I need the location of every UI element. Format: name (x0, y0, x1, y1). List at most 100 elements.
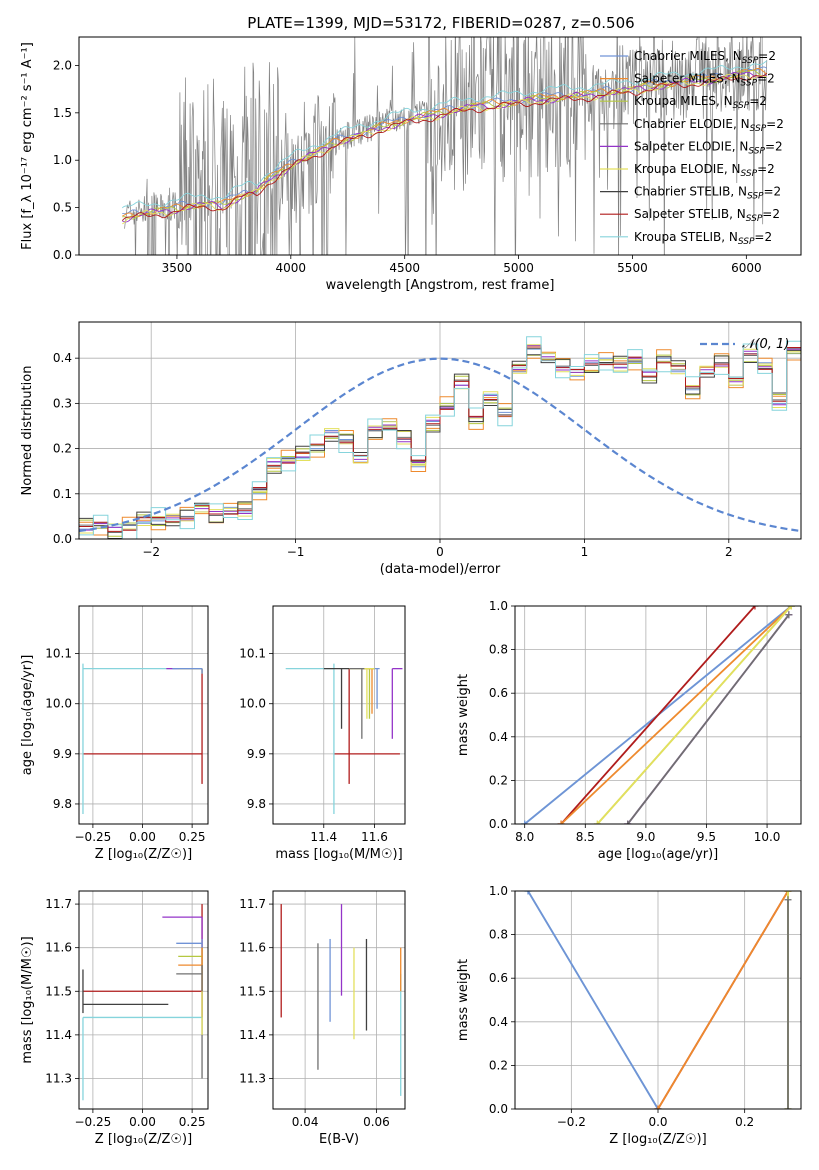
y-tick-label: 0.5 (53, 201, 72, 215)
x-axis-label: mass [log₁₀(M/M☉)] (275, 847, 402, 862)
y-axis-label: mass weight (456, 959, 471, 1041)
x-tick-label: 0.00 (129, 1115, 156, 1129)
cumulative-line-1 (657, 891, 789, 1109)
cumulative-marker (557, 820, 565, 824)
cumulative-marker (787, 606, 795, 610)
spectrum-legend: Chabrier MILES, NSSP=2 Salpeter MILES, NS… (600, 49, 784, 247)
x-tick-label: 3500 (162, 261, 193, 275)
plot-area (79, 336, 801, 539)
x-tick-label: 1 (581, 545, 589, 559)
y-tick-label: 0.2 (53, 442, 72, 456)
chart-spectrum: 3500 4000 4500 5000 5500 6000 0.0 0.5 1.0 1.5 2.0 w… (20, 36, 802, 293)
axes-frame (78, 321, 802, 540)
y-tick-label: 0.8 (489, 643, 508, 657)
legend-entry: Kroupa MILES, NSSP=2 (634, 94, 767, 111)
cumulative-marker (784, 896, 792, 904)
histogram-6 (79, 349, 801, 539)
x-axis-label: age [log₁₀(age/yr)] (598, 847, 719, 862)
chart-age-vs-mass: 11.4 11.6 9.8 9.9 10.0 10.1 mass [log₁₀(M/M☉)] (239, 605, 406, 862)
chart-cumulative-weight-vs-age: 8.0 8.5 9.0 9.5 10.0 0.0 0.2 0.4 0.6 0.8 1.0 age [l… (456, 599, 802, 862)
cumulative-marker (593, 820, 601, 824)
plot-area (82, 904, 203, 1101)
x-tick-label: 0.25 (179, 830, 206, 844)
y-tick-label: 0.0 (53, 532, 72, 546)
chart-cumulative-weight-vs-Z: −0.2 0.0 0.2 0.0 0.2 0.4 0.6 0.8 1.0 Z [log₁₀(Z/Z… (456, 884, 802, 1147)
y-tick-label: 11.3 (239, 1071, 266, 1085)
y-tick-label: 0.0 (53, 248, 72, 262)
y-tick-label: 0.1 (53, 487, 72, 501)
y-tick-label: 10.1 (45, 647, 72, 661)
chart-residuals: −2 −1 0 1 2 0.0 0.1 0.2 0.3 0.4 (data-model)/error… (20, 321, 802, 577)
x-axis-label: E(B-V) (319, 1132, 359, 1147)
y-tick-label: 0.6 (489, 971, 508, 985)
cumulative-marker (654, 1105, 662, 1109)
y-tick-label: 0.4 (489, 1015, 508, 1029)
legend-entry: 𝒩(0, 1) (742, 337, 789, 352)
y-tick-label: 1.5 (53, 106, 72, 120)
legend-entry: Kroupa ELODIE, NSSP=2 (634, 162, 775, 179)
legend-entry: Chabrier STELIB, NSSP=2 (634, 185, 781, 202)
x-tick-label: 11.6 (361, 830, 388, 844)
x-axis-label: (data-model)/error (380, 562, 501, 577)
x-tick-label: 2 (725, 545, 733, 559)
x-axis-label: Z [log₁₀(Z/Z☉)] (95, 847, 192, 862)
y-tick-label: 0.3 (53, 396, 72, 410)
y-tick-label: 0.0 (489, 1102, 508, 1116)
cumulative-line-1 (560, 606, 792, 824)
y-tick-label: 10.0 (239, 697, 266, 711)
x-tick-label: 8.5 (576, 830, 595, 844)
cumulative-marker (785, 611, 793, 619)
x-tick-label: 0.06 (363, 1115, 390, 1129)
legend-entry: Chabrier MILES, NSSP=2 (634, 49, 776, 66)
x-tick-label: 0.04 (292, 1115, 319, 1129)
x-tick-label: 10.0 (754, 830, 781, 844)
histogram-7 (79, 346, 801, 532)
legend-entry: Chabrier ELODIE, NSSP=2 (634, 117, 784, 134)
y-tick-label: 1.0 (489, 884, 508, 898)
y-tick-label: 1.0 (489, 599, 508, 613)
cumulative-line-3 (626, 614, 790, 824)
y-tick-label: 11.6 (239, 941, 266, 955)
cumulative-line-0 (527, 891, 659, 1109)
y-axis-label: Normed distribution (20, 366, 35, 496)
plot-area (521, 606, 795, 824)
model-spectrum-4 (122, 71, 767, 223)
x-tick-label: 0.0 (648, 1115, 667, 1129)
legend-entry: Salpeter STELIB, NSSP=2 (634, 207, 780, 224)
y-tick-label: 0.4 (489, 730, 508, 744)
x-tick-label: 5000 (503, 261, 534, 275)
legend-entry: Salpeter ELODIE, NSSP=2 (634, 139, 783, 156)
y-tick-label: 9.9 (247, 747, 266, 761)
y-tick-label: 10.0 (45, 697, 72, 711)
model-spectrum-7 (121, 72, 768, 221)
cumulative-marker (751, 606, 759, 610)
y-axis-label: Flux [f_λ 10⁻¹⁷ erg cm⁻² s⁻¹ A⁻¹] (20, 42, 35, 250)
x-axis-label: wavelength [Angstrom, rest frame] (326, 278, 555, 293)
y-tick-label: 1.0 (53, 153, 72, 167)
cumulative-marker (624, 820, 632, 824)
y-axis-label: mass weight (456, 674, 471, 756)
model-spectrum-0 (122, 66, 768, 215)
plot-area (121, 37, 768, 255)
histogram-5 (79, 344, 801, 534)
normal-curve (79, 357, 801, 533)
chart-mass-vs-EBV: 0.04 0.06 11.3 11.4 11.5 11.6 11.7 E(B-V) (239, 890, 406, 1147)
x-axis-label: Z [log₁₀(Z/Z☉)] (95, 1132, 192, 1147)
y-tick-label: 11.7 (45, 897, 72, 911)
axes-frame (78, 890, 209, 1110)
x-tick-label: 8.0 (515, 830, 534, 844)
y-tick-label: 0.2 (489, 773, 508, 787)
y-tick-label: 9.9 (53, 747, 72, 761)
x-tick-label: 6000 (731, 261, 762, 275)
y-tick-label: 11.6 (45, 941, 72, 955)
residual-legend: 𝒩(0, 1) (700, 337, 789, 352)
observed-spectrum (124, 37, 768, 255)
x-tick-label: 0 (436, 545, 444, 559)
y-tick-label: 0.6 (489, 686, 508, 700)
legend-entry: Salpeter MILES, NSSP=2 (634, 72, 775, 89)
axes-frame (272, 890, 406, 1110)
x-tick-label: 9.0 (636, 830, 655, 844)
x-axis-label: Z [log₁₀(Z/Z☉)] (609, 1132, 706, 1147)
y-tick-label: 10.1 (239, 647, 266, 661)
